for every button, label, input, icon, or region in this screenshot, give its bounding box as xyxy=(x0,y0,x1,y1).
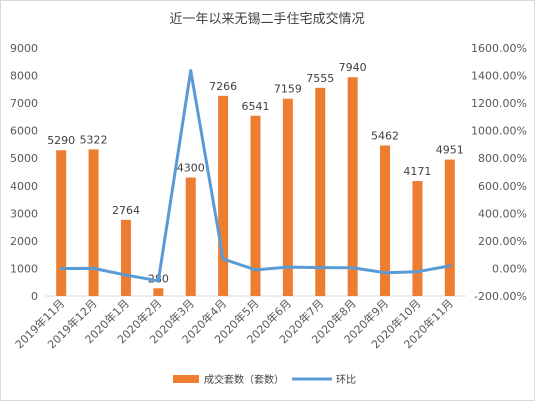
bar xyxy=(347,77,358,296)
bar xyxy=(282,98,293,297)
bar-value-label: 6541 xyxy=(242,100,270,113)
bar xyxy=(444,159,455,296)
right-axis-tick-label: 600.00% xyxy=(478,180,527,193)
bar-value-label: 5462 xyxy=(371,129,399,142)
line-point xyxy=(59,266,63,270)
bar-value-label: 7555 xyxy=(306,72,334,85)
bar xyxy=(88,149,99,296)
line-point xyxy=(189,69,193,73)
bar xyxy=(185,177,196,296)
bar-value-label: 4951 xyxy=(436,144,464,157)
legend-label-line: 环比 xyxy=(336,374,356,386)
right-axis-tick-label: -200.00% xyxy=(474,290,527,303)
left-axis-tick-label: 0 xyxy=(31,290,38,303)
line-point xyxy=(383,271,387,275)
bar-value-label: 4300 xyxy=(177,162,205,175)
left-axis-tick-label: 1000 xyxy=(10,262,38,275)
left-axis-tick-label: 5000 xyxy=(10,152,38,165)
bar xyxy=(56,150,67,296)
right-axis-tick-label: 200.00% xyxy=(478,235,527,248)
left-axis-tick-label: 9000 xyxy=(10,42,38,55)
legend-label-bar: 成交套数（套数） xyxy=(204,373,284,386)
right-axis-tick-label: 400.00% xyxy=(478,207,527,220)
bar-value-label: 7266 xyxy=(209,80,237,93)
bar-value-label: 2764 xyxy=(112,204,140,217)
right-axis-tick-label: 1600.00% xyxy=(471,42,527,55)
line-point xyxy=(254,268,257,272)
bar xyxy=(380,145,391,296)
line-point xyxy=(156,279,160,283)
bar xyxy=(412,181,423,296)
bar-value-label: 7940 xyxy=(339,61,367,74)
legend-swatch-bar xyxy=(173,375,199,383)
bar xyxy=(218,95,229,296)
bar xyxy=(315,87,326,296)
left-axis-tick-label: 4000 xyxy=(10,180,38,193)
bar-value-label: 4171 xyxy=(403,165,431,178)
right-axis-tick-label: 1200.00% xyxy=(471,97,527,110)
right-axis-tick-label: 0.00% xyxy=(492,262,527,275)
bar xyxy=(120,219,131,296)
line-point xyxy=(448,264,452,268)
left-axis-tick-label: 6000 xyxy=(10,125,38,138)
right-axis-tick-label: 1400.00% xyxy=(471,70,527,83)
bar-value-label: 5290 xyxy=(47,134,75,147)
bar-value-label: 5322 xyxy=(80,133,108,146)
chart-title: 近一年以来无锡二手住宅成交情况 xyxy=(169,11,364,27)
line-point xyxy=(124,273,128,277)
bar xyxy=(153,288,164,296)
bar xyxy=(250,115,261,296)
right-axis-tick-label: 1000.00% xyxy=(471,125,527,138)
line-point xyxy=(318,266,322,270)
line-point xyxy=(415,270,419,274)
left-axis-tick-label: 7000 xyxy=(10,97,38,110)
bar-value-label: 7159 xyxy=(274,83,302,96)
line-point xyxy=(351,266,355,270)
left-axis-tick-label: 2000 xyxy=(10,235,38,248)
line-point xyxy=(92,266,96,270)
left-axis-tick-label: 8000 xyxy=(10,70,38,83)
right-axis-tick-label: 800.00% xyxy=(478,152,527,165)
left-axis-tick-label: 3000 xyxy=(10,207,38,220)
line-point xyxy=(286,265,290,269)
line-point xyxy=(221,257,225,261)
